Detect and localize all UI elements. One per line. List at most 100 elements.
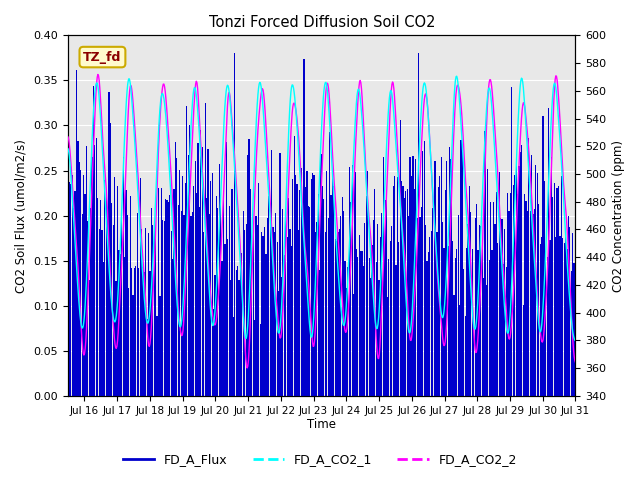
Bar [329,132,330,396]
Bar [295,175,296,396]
Text: TZ_fd: TZ_fd [83,50,122,63]
Bar [178,205,179,396]
Bar [248,140,250,396]
Bar [355,171,356,396]
Bar [128,288,129,396]
Bar [326,171,327,396]
Bar [408,216,409,396]
Bar [452,241,453,396]
Bar [514,175,515,396]
Bar [363,266,364,396]
Bar [291,246,292,396]
Bar [195,161,196,396]
Bar [155,238,156,396]
Bar [405,191,406,396]
Bar [388,259,390,396]
Bar [515,164,516,396]
Bar [470,212,472,396]
Bar [568,216,569,396]
Bar [118,250,120,396]
Bar [247,155,248,396]
Bar [332,175,333,396]
Bar [165,200,166,396]
Bar [451,158,452,396]
Bar [88,280,90,396]
Bar [380,237,381,396]
Bar [221,261,223,396]
Bar [374,189,375,396]
Bar [412,156,413,396]
Bar [322,186,323,396]
Bar [132,295,134,396]
Bar [446,161,447,396]
Bar [193,186,195,396]
Bar [234,53,236,396]
Bar [233,316,234,396]
Bar [251,239,252,396]
Bar [473,320,474,396]
Bar [494,224,495,396]
Bar [103,263,104,396]
Bar [134,268,135,396]
Bar [394,176,395,396]
Bar [517,194,518,396]
Bar [376,262,377,396]
Bar [490,202,492,396]
Bar [369,258,370,396]
Bar [158,188,159,396]
Bar [569,227,570,396]
Bar [370,278,371,396]
Bar [528,138,529,396]
Bar [462,144,463,396]
Bar [474,218,476,396]
Bar [391,226,392,396]
Bar [535,165,536,396]
Bar [469,186,470,396]
Bar [207,149,209,396]
Bar [406,189,408,396]
Bar [145,228,147,396]
Bar [445,190,446,396]
Bar [545,253,547,396]
Bar [120,254,121,396]
Bar [206,198,207,396]
Bar [294,136,295,396]
Bar [435,161,436,396]
Bar [426,262,428,396]
Bar [496,192,497,396]
Bar [404,198,405,396]
Bar [453,295,454,396]
Bar [106,192,107,396]
Bar [87,221,88,396]
Bar [237,266,238,396]
Bar [131,268,132,396]
Bar [175,142,176,396]
Bar [301,168,302,396]
Bar [403,186,404,396]
Bar [202,147,203,396]
Y-axis label: CO2 Soil Flux (umol/m2/s): CO2 Soil Flux (umol/m2/s) [15,139,28,292]
Bar [240,260,241,396]
Bar [227,239,228,396]
Bar [121,218,122,396]
Bar [219,164,220,396]
Bar [92,157,93,396]
Bar [387,297,388,396]
Bar [316,222,317,396]
Bar [268,196,269,396]
Bar [344,261,346,396]
Bar [337,232,339,396]
Bar [566,249,568,396]
Bar [447,246,449,396]
Bar [182,176,183,396]
Bar [321,155,322,396]
Bar [340,216,341,396]
Bar [138,267,140,396]
Bar [525,201,527,396]
Bar [188,155,189,396]
Bar [287,237,288,396]
Bar [424,141,425,396]
Bar [101,230,102,396]
Bar [504,229,506,396]
Bar [330,195,332,396]
